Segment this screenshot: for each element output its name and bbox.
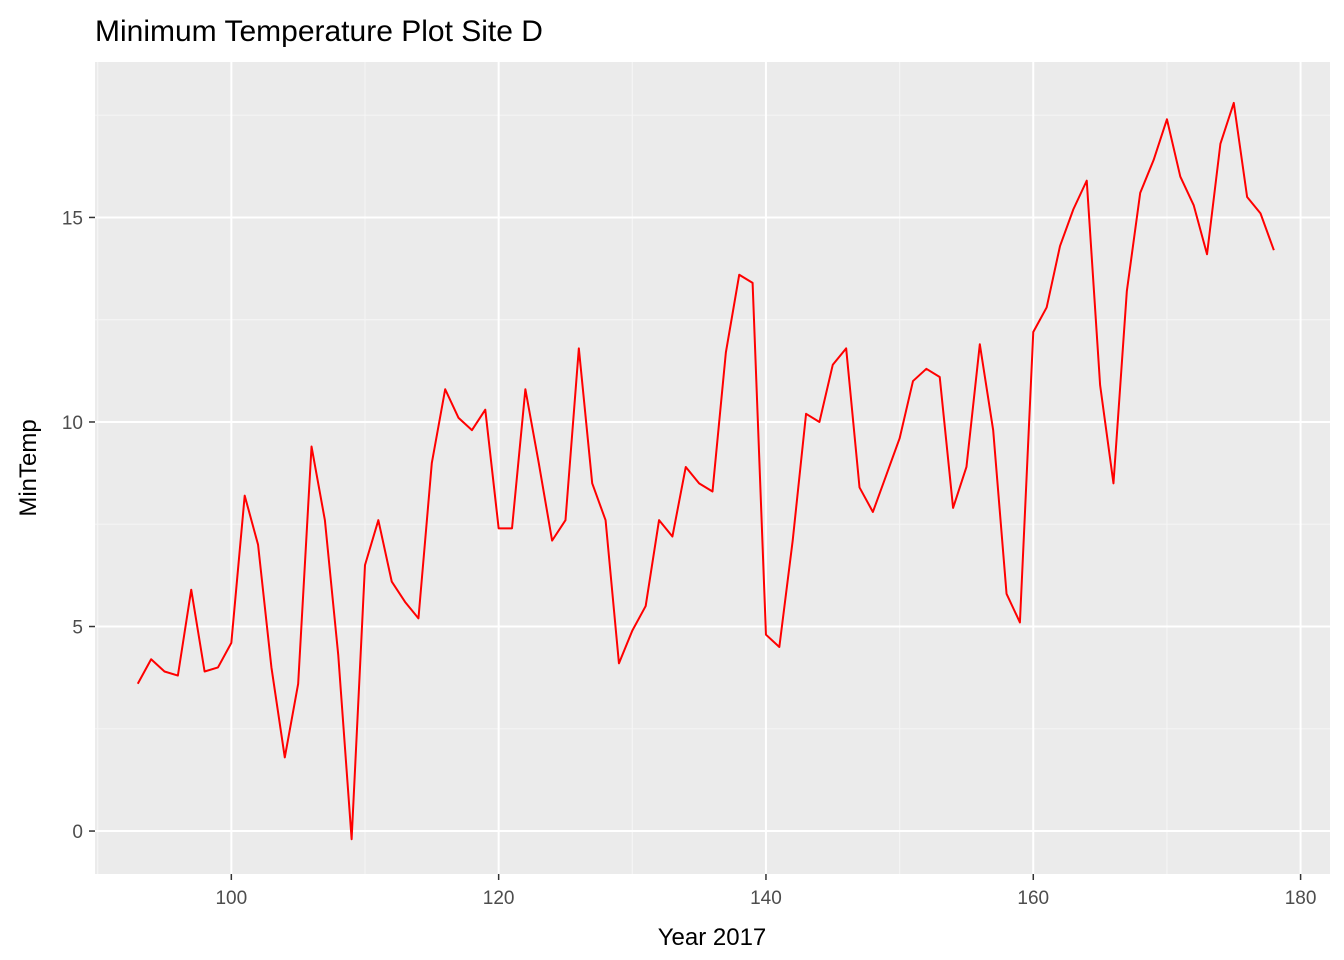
y-tick-label: 15 [62, 208, 83, 229]
y-axis: 0 5 10 15 [62, 208, 95, 843]
y-tick-label: 0 [72, 822, 83, 843]
y-axis-title: MinTemp [15, 419, 42, 516]
x-axis: 100 120 140 160 180 [215, 874, 1316, 909]
grid-minor [95, 62, 1330, 874]
x-tick-label: 100 [215, 888, 247, 909]
series-line [136, 101, 1275, 841]
series-layer [136, 101, 1275, 841]
x-tick-label: 160 [1017, 888, 1049, 909]
x-axis-title: Year 2017 [658, 924, 767, 951]
y-tick-label: 5 [72, 618, 83, 639]
x-tick-label: 180 [1285, 888, 1317, 909]
x-tick-label: 120 [483, 888, 515, 909]
plot-panel [95, 62, 1330, 874]
chart-title: Minimum Temperature Plot Site D [95, 15, 543, 48]
y-tick-label: 10 [62, 413, 83, 434]
x-tick-label: 140 [750, 888, 782, 909]
